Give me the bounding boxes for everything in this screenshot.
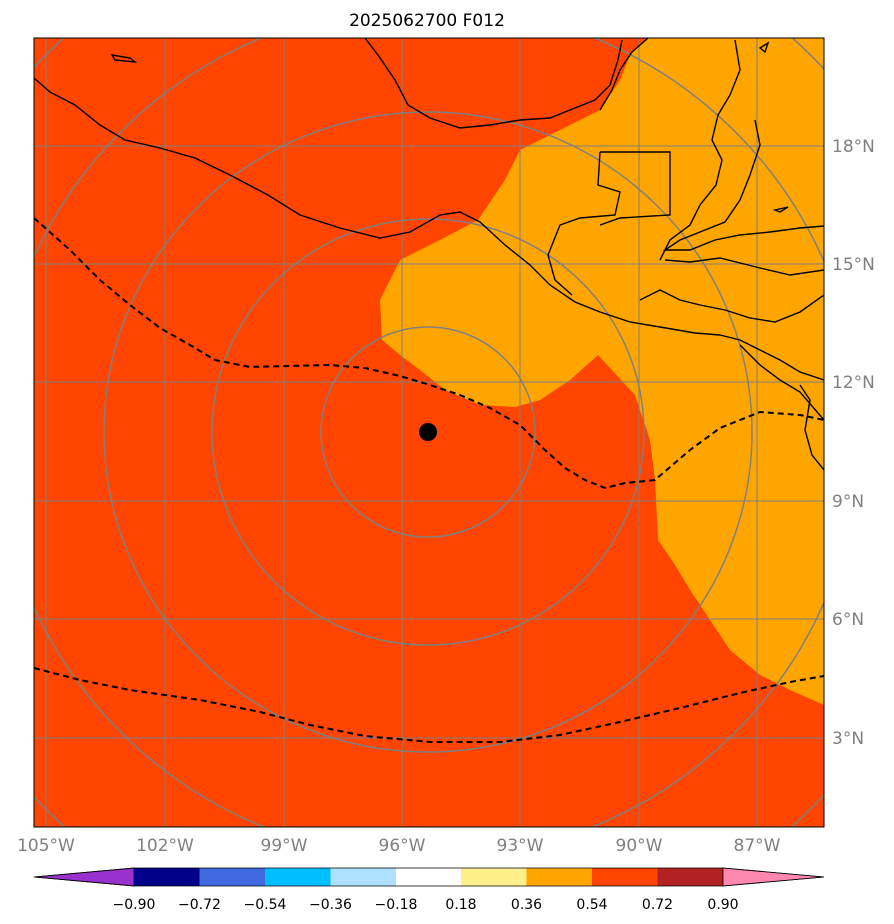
colorbar-segment [461, 868, 527, 886]
coastline-gulf [364, 38, 623, 129]
colorbar-outline [33, 867, 825, 887]
colorbar-tick-label: −0.54 [244, 897, 287, 913]
lat-tick-label: 9°N [832, 492, 864, 512]
colorbar-segment [526, 868, 592, 886]
storm-center-marker [419, 423, 437, 441]
dashed-contour-south [34, 667, 824, 743]
lon-tick-label: 102°W [136, 836, 194, 856]
dashed-contours [34, 217, 824, 743]
coastline-yucatan [599, 38, 741, 261]
lat-axis: 18°N 15°N 12°N 9°N 6°N 3°N [832, 137, 875, 749]
colorbar-segment [330, 868, 396, 886]
island-3 [772, 206, 789, 213]
graticule [34, 38, 824, 827]
lat-tick-label: 15°N [832, 255, 875, 275]
coastline-mexico-pacific [34, 77, 721, 336]
colorbar-extend-low [33, 867, 135, 887]
colorbar-tick-label: 0.72 [642, 897, 673, 913]
lon-tick-label: 99°W [261, 836, 308, 856]
colorbar-tick-label: −0.18 [375, 897, 418, 913]
lon-tick-label: 90°W [616, 836, 663, 856]
range-ring-1 [320, 326, 536, 538]
coastline-panama [739, 344, 824, 471]
lon-tick-label: 87°W [734, 836, 781, 856]
border-central-america [639, 257, 824, 381]
lon-axis: 105°W 102°W 99°W 96°W 93°W 90°W 87°W [17, 836, 781, 856]
range-ring-3 [103, 111, 753, 753]
colorbar-tick-label: 0.36 [511, 897, 542, 913]
colorbar-tick-label: −0.36 [309, 897, 352, 913]
dashed-contour-north [34, 217, 824, 490]
lon-tick-label: 96°W [379, 836, 426, 856]
colorbar-ticks: −0.90 −0.72 −0.54 −0.36 −0.18 0.18 0.36 … [113, 897, 739, 913]
colorbar-tick-label: 0.90 [707, 897, 738, 913]
border-guatemala [547, 151, 671, 296]
lat-tick-label: 3°N [832, 729, 864, 749]
colorbar-tick-label: 0.54 [576, 897, 607, 913]
range-ring-2 [211, 218, 645, 646]
coastlines [34, 38, 824, 471]
lat-tick-label: 12°N [832, 373, 875, 393]
colorbar-segment [592, 868, 658, 886]
lat-tick-label: 6°N [832, 610, 864, 630]
colorbar: −0.90 −0.72 −0.54 −0.36 −0.18 0.18 0.36 … [33, 867, 825, 913]
colorbar-segment [657, 868, 723, 886]
island-2 [758, 41, 770, 54]
colorbar-segment [199, 868, 265, 886]
lon-tick-label: 105°W [17, 836, 75, 856]
coastline-caribbean [662, 119, 824, 251]
high-value-region [380, 38, 824, 705]
map-title: 2025062700 F012 [349, 11, 505, 31]
island-1 [110, 54, 138, 63]
colorbar-segment [134, 868, 200, 886]
colorbar-extend-high [722, 867, 825, 887]
colorbar-segment [265, 868, 331, 886]
lat-tick-label: 18°N [832, 137, 875, 157]
colorbar-tick-label: −0.72 [178, 897, 221, 913]
lon-tick-label: 93°W [497, 836, 544, 856]
colorbar-tick-label: 0.18 [445, 897, 476, 913]
map-frame [33, 37, 825, 828]
colorbar-segment [396, 868, 461, 886]
colorbar-tick-label: −0.90 [113, 897, 156, 913]
